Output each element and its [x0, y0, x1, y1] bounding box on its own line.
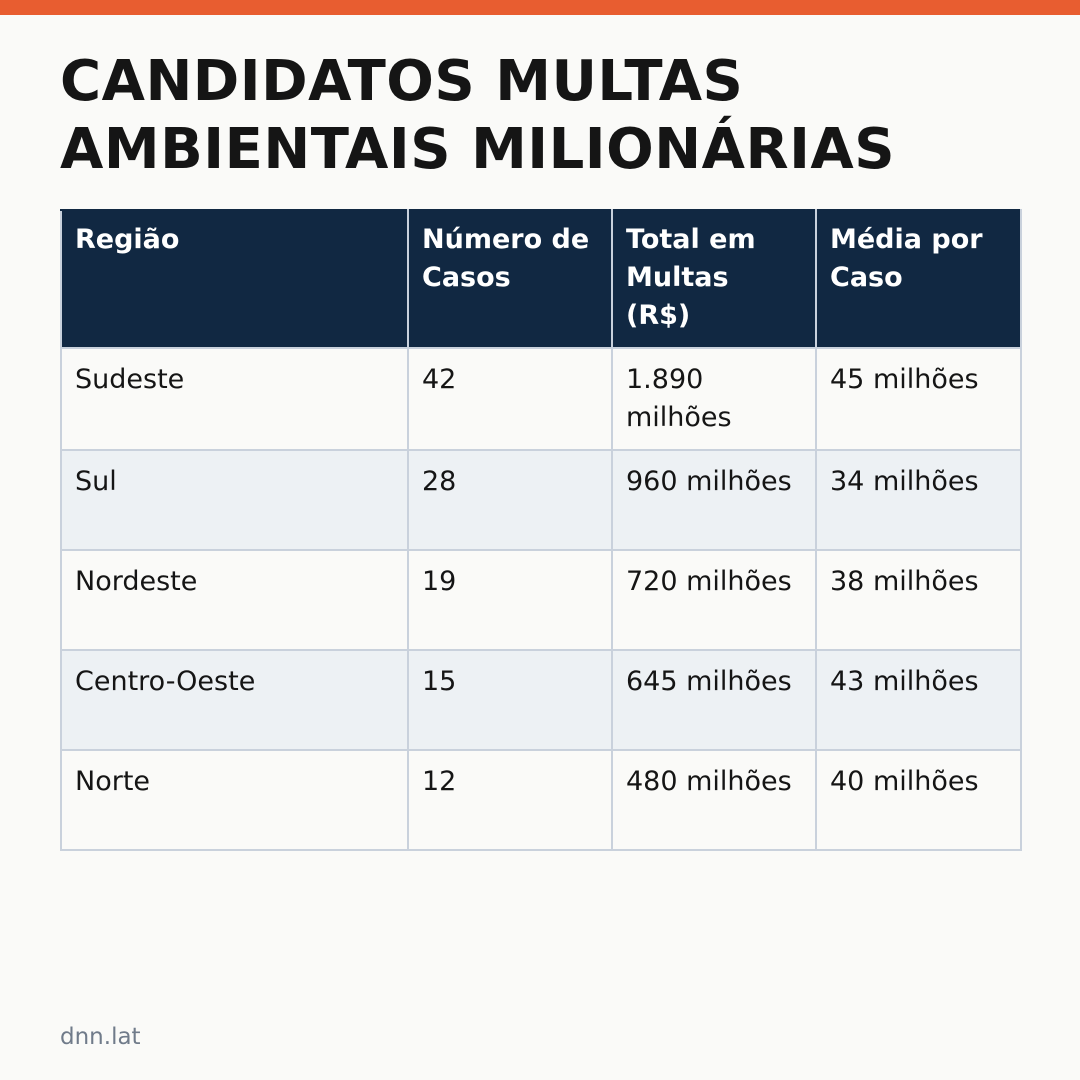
cell-region: Sul: [60, 449, 409, 551]
cell-region: Norte: [60, 749, 409, 851]
title-line-2: AMBIENTAIS MILIONÁRIAS: [60, 117, 896, 182]
cell-case-count: 42: [407, 347, 613, 451]
cell-case-count: 19: [407, 549, 613, 651]
cell-total-fines: 480 milhões: [611, 749, 817, 851]
cell-case-count: 15: [407, 649, 613, 751]
top-accent-bar: [0, 0, 1080, 15]
source-footer: dnn.lat: [60, 1024, 141, 1050]
cell-total-fines: 1.890 milhões: [611, 347, 817, 451]
table-row: Norte 12 480 milhões 40 milhões: [60, 749, 1022, 851]
cell-total-fines: 720 milhões: [611, 549, 817, 651]
header-average-per-case: Média por Caso: [815, 209, 1022, 349]
page-title: CANDIDATOS MULTAS AMBIENTAIS MILIONÁRIAS: [60, 48, 1020, 184]
header-case-count: Número de Casos: [407, 209, 613, 349]
cell-region: Nordeste: [60, 549, 409, 651]
cell-average-per-case: 40 milhões: [815, 749, 1022, 851]
table-header-row: Região Número de Casos Total em Multas (…: [60, 209, 1022, 349]
cell-total-fines: 960 milhões: [611, 449, 817, 551]
title-line-1: CANDIDATOS MULTAS: [60, 49, 744, 114]
table-row: Nordeste 19 720 milhões 38 milhões: [60, 549, 1022, 651]
header-total-fines: Total em Multas (R$): [611, 209, 817, 349]
cell-case-count: 28: [407, 449, 613, 551]
header-region: Região: [60, 209, 409, 349]
fines-table: Região Número de Casos Total em Multas (…: [60, 209, 1022, 851]
cell-total-fines: 645 milhões: [611, 649, 817, 751]
cell-average-per-case: 34 milhões: [815, 449, 1022, 551]
cell-average-per-case: 45 milhões: [815, 347, 1022, 451]
table-row: Sudeste 42 1.890 milhões 45 milhões: [60, 347, 1022, 451]
cell-case-count: 12: [407, 749, 613, 851]
cell-average-per-case: 38 milhões: [815, 549, 1022, 651]
table-row: Sul 28 960 milhões 34 milhões: [60, 449, 1022, 551]
table-row: Centro-Oeste 15 645 milhões 43 milhões: [60, 649, 1022, 751]
cell-region: Centro-Oeste: [60, 649, 409, 751]
cell-average-per-case: 43 milhões: [815, 649, 1022, 751]
cell-region: Sudeste: [60, 347, 409, 451]
